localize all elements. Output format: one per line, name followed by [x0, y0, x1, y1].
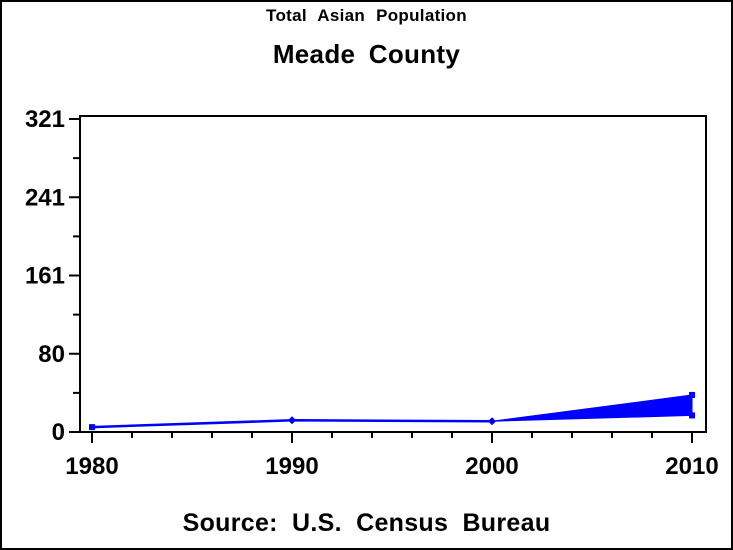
- projection-high-marker: [689, 391, 695, 398]
- source-footnote: Source: U.S. Census Bureau: [182, 509, 551, 537]
- projection-band: [491, 394, 693, 422]
- projection-low-marker: [689, 412, 695, 419]
- plot-frame: [79, 115, 707, 433]
- x-tick-label: 2010: [665, 453, 718, 480]
- x-tick-label: 1980: [65, 453, 118, 480]
- chart-title: Total Asian Population: [266, 6, 467, 25]
- y-tick-label: 241: [25, 184, 65, 211]
- x-tick-label: 1990: [265, 453, 318, 480]
- y-tick-label: 0: [52, 419, 65, 446]
- data-point-marker: [89, 424, 95, 431]
- x-tick-label: 2000: [465, 453, 518, 480]
- y-tick-label: 80: [38, 341, 65, 368]
- data-point-marker: [288, 416, 296, 425]
- y-tick-label: 161: [25, 263, 65, 290]
- y-tick-label: 321: [25, 106, 65, 133]
- chart-subtitle: Meade County: [272, 39, 461, 69]
